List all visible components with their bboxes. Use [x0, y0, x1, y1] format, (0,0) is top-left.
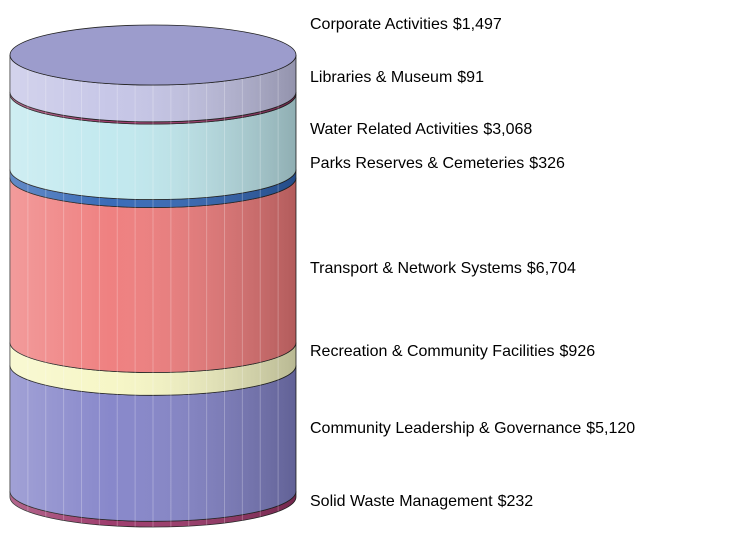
- label-value: $6,704: [527, 260, 576, 277]
- segment-label: Community Leadership & Governance $5,120: [310, 420, 635, 437]
- segment-shade: [10, 342, 296, 396]
- segment-label: Corporate Activities $1,497: [310, 16, 502, 33]
- label-name: Libraries & Museum: [310, 69, 452, 86]
- segment-shade: [10, 177, 296, 373]
- segment-shade: [10, 365, 296, 522]
- segment-shade: [10, 55, 296, 122]
- segment-label: Water Related Activities $3,068: [310, 121, 532, 138]
- label-value: $3,068: [483, 121, 532, 138]
- label-name: Community Leadership & Governance: [310, 420, 581, 437]
- cylinder-top: [9, 24, 297, 86]
- label-value: $91: [457, 69, 484, 86]
- label-name: Corporate Activities: [310, 16, 448, 33]
- label-name: Parks Reserves & Cemeteries: [310, 155, 524, 172]
- label-value: $926: [560, 343, 596, 360]
- segment-label: Recreation & Community Facilities $926: [310, 343, 595, 360]
- segment-label: Transport & Network Systems $6,704: [310, 260, 576, 277]
- label-value: $5,120: [586, 420, 635, 437]
- segment-label: Parks Reserves & Cemeteries $326: [310, 155, 565, 172]
- label-name: Recreation & Community Facilities: [310, 343, 555, 360]
- label-name: Water Related Activities: [310, 121, 478, 138]
- label-value: $326: [529, 155, 565, 172]
- segment-shade: [10, 169, 296, 208]
- segment-shade: [10, 491, 296, 527]
- segment-label: Libraries & Museum $91: [310, 69, 484, 86]
- segment-label: Solid Waste Management $232: [310, 493, 533, 510]
- label-name: Transport & Network Systems: [310, 260, 522, 277]
- label-value: $1,497: [453, 16, 502, 33]
- label-value: $232: [498, 493, 534, 510]
- label-name: Solid Waste Management: [310, 493, 493, 510]
